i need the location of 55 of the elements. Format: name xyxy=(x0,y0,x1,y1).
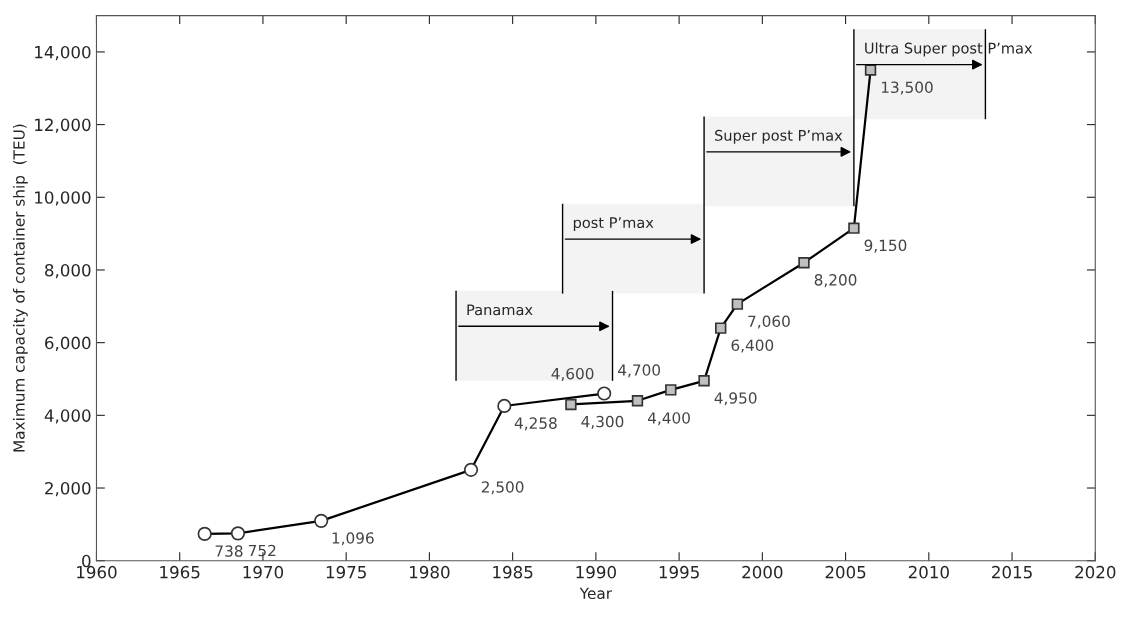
band-label: Ultra Super post P’max xyxy=(865,42,1033,57)
y-tick-label: 8,000 xyxy=(45,263,91,279)
data-label: 1,096 xyxy=(332,532,374,546)
x-tick-label: 1985 xyxy=(493,565,533,579)
y-tick-label: 14,000 xyxy=(35,45,91,61)
point xyxy=(230,526,246,541)
data-label: 4,700 xyxy=(618,364,661,378)
data-label: 4,300 xyxy=(581,415,624,429)
data-label: 8,200 xyxy=(814,274,857,288)
point xyxy=(864,64,877,76)
point xyxy=(698,375,710,387)
data-label: 13,500 xyxy=(881,81,933,95)
band-label: post P’max xyxy=(573,217,654,231)
point xyxy=(197,526,212,541)
point xyxy=(565,398,577,411)
point xyxy=(665,384,677,396)
y-tick-label: 4,000 xyxy=(44,409,91,424)
x-tick-label: 2005 xyxy=(825,565,866,579)
point xyxy=(597,386,612,401)
x-tick-label: 1990 xyxy=(576,565,616,579)
x-tick-label: 2020 xyxy=(1075,565,1116,579)
y-tick-label: 12,000 xyxy=(35,118,91,133)
point xyxy=(715,322,727,334)
y-axis-title: Maximum capacity of container ship (TEU) xyxy=(12,124,28,452)
x-tick-label: 1980 xyxy=(410,565,450,579)
x-tick-label: 1970 xyxy=(243,565,284,579)
band-label: Panamax xyxy=(467,304,533,316)
data-label: 4,600 xyxy=(551,367,594,382)
data-label: 9,150 xyxy=(864,239,907,253)
band-label: Super post P’max xyxy=(715,129,843,144)
data-label: 6,400 xyxy=(731,339,774,353)
x-tick-label: 2000 xyxy=(742,565,783,579)
point xyxy=(848,222,860,234)
y-tick-label: 10,000 xyxy=(35,191,91,206)
point xyxy=(497,398,512,414)
data-label: 2,500 xyxy=(481,481,524,495)
data-label: 4,400 xyxy=(647,412,690,426)
x-tick-label: 1995 xyxy=(659,565,699,579)
point xyxy=(463,462,479,477)
data-label: 7,060 xyxy=(748,315,790,329)
data-label: 752 xyxy=(248,544,276,557)
point xyxy=(314,513,329,528)
point xyxy=(731,298,744,310)
x-tick-label: 1965 xyxy=(160,565,200,579)
point xyxy=(798,257,810,269)
y-tick-label: 6,000 xyxy=(45,336,91,351)
x-tick-label: 2010 xyxy=(908,565,949,579)
data-label: 4,950 xyxy=(714,392,757,406)
data-label: 738 xyxy=(215,545,243,557)
point xyxy=(631,395,644,407)
data-label: 4,258 xyxy=(514,417,557,431)
y-tick-label: 2,000 xyxy=(45,481,91,497)
x-tick-label: 1975 xyxy=(326,565,366,579)
x-tick-label: 2015 xyxy=(992,565,1032,579)
x-axis-title: Year xyxy=(579,587,613,600)
